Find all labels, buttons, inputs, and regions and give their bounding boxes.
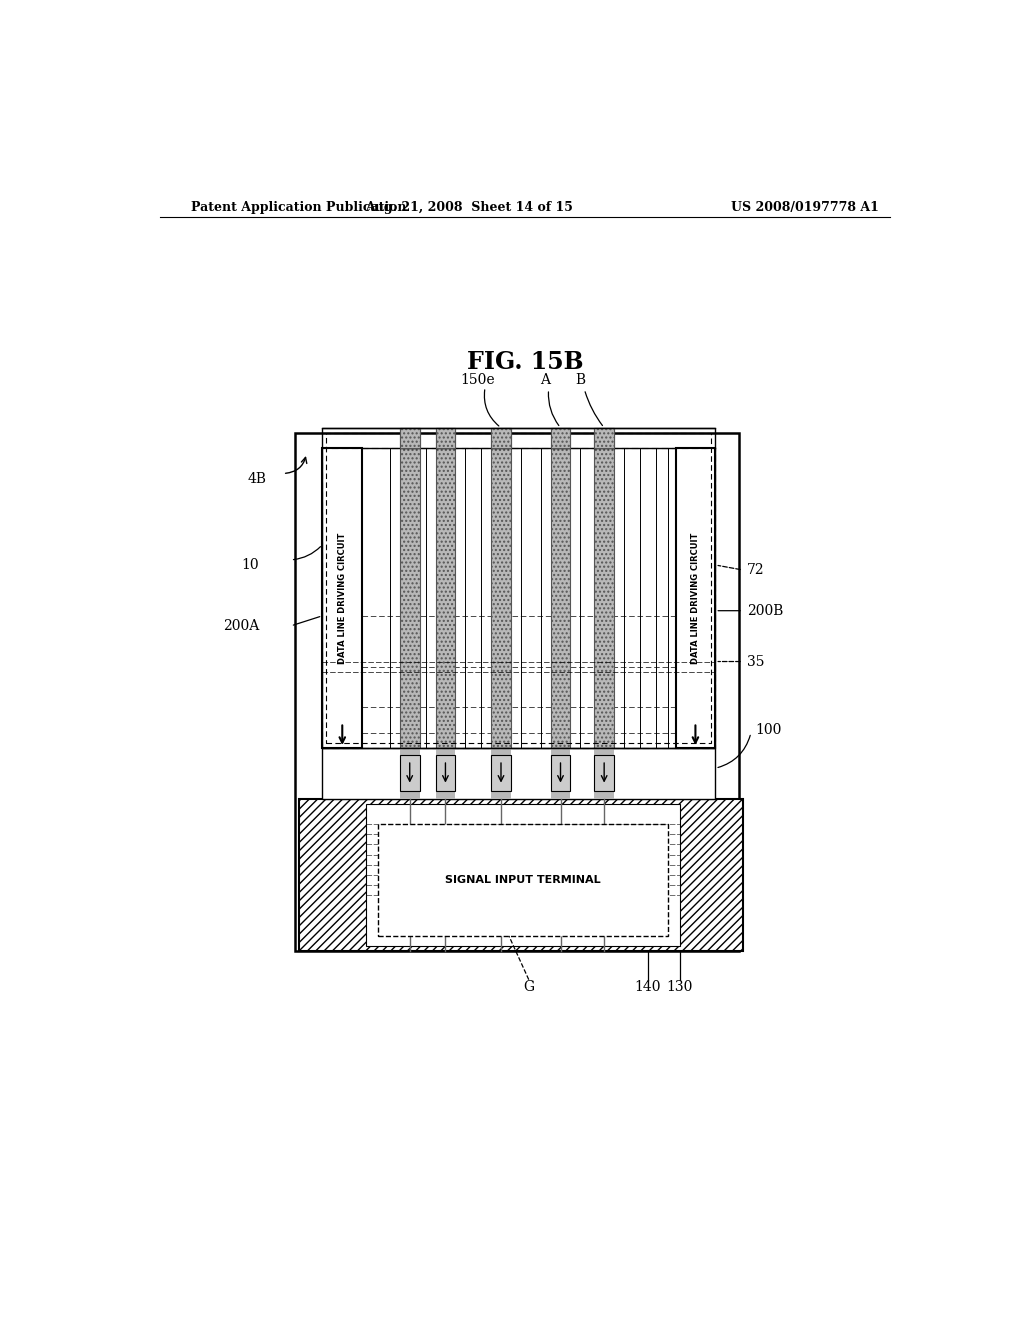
- Bar: [378, 824, 668, 936]
- Bar: [435, 748, 456, 799]
- Text: US 2008/0197778 A1: US 2008/0197778 A1: [731, 201, 879, 214]
- Bar: [399, 755, 420, 791]
- Bar: [594, 748, 614, 799]
- Bar: [323, 447, 362, 748]
- Text: DATA LINE DRIVING CIRCUIT: DATA LINE DRIVING CIRCUIT: [691, 532, 700, 664]
- Bar: [492, 755, 511, 791]
- Bar: [323, 428, 715, 748]
- Text: Patent Application Publication: Patent Application Publication: [191, 201, 407, 214]
- Text: SIGNAL INPUT TERMINAL: SIGNAL INPUT TERMINAL: [445, 875, 601, 884]
- Text: G: G: [523, 979, 535, 994]
- Text: 4B: 4B: [248, 471, 267, 486]
- Text: 130: 130: [667, 979, 693, 994]
- Bar: [435, 428, 456, 748]
- Text: 72: 72: [748, 564, 765, 577]
- Text: 140: 140: [635, 979, 662, 994]
- Bar: [551, 428, 570, 748]
- Bar: [323, 748, 715, 799]
- Bar: [367, 804, 680, 946]
- Bar: [295, 433, 739, 952]
- Bar: [594, 755, 614, 791]
- Bar: [327, 433, 712, 743]
- Bar: [323, 447, 715, 748]
- Bar: [551, 755, 570, 791]
- Text: 10: 10: [242, 558, 259, 572]
- Bar: [492, 428, 511, 748]
- Bar: [492, 748, 511, 799]
- Bar: [492, 428, 511, 447]
- Bar: [676, 447, 715, 748]
- Bar: [594, 428, 614, 447]
- Bar: [594, 428, 614, 748]
- Bar: [399, 428, 420, 447]
- Bar: [435, 755, 456, 791]
- Bar: [435, 428, 456, 447]
- Text: 150e: 150e: [460, 374, 495, 387]
- Text: 35: 35: [748, 655, 765, 668]
- Bar: [551, 748, 570, 799]
- Text: 100: 100: [755, 722, 781, 737]
- Text: 200B: 200B: [748, 603, 783, 618]
- Text: DATA LINE DRIVING CIRCUIT: DATA LINE DRIVING CIRCUIT: [338, 532, 347, 664]
- Bar: [299, 799, 743, 952]
- Bar: [399, 428, 420, 748]
- Text: 200A: 200A: [222, 619, 259, 634]
- Text: A: A: [540, 374, 550, 387]
- Text: Aug. 21, 2008  Sheet 14 of 15: Aug. 21, 2008 Sheet 14 of 15: [366, 201, 573, 214]
- Bar: [551, 428, 570, 447]
- Text: FIG. 15B: FIG. 15B: [467, 350, 583, 374]
- Bar: [399, 748, 420, 799]
- Text: B: B: [575, 374, 586, 387]
